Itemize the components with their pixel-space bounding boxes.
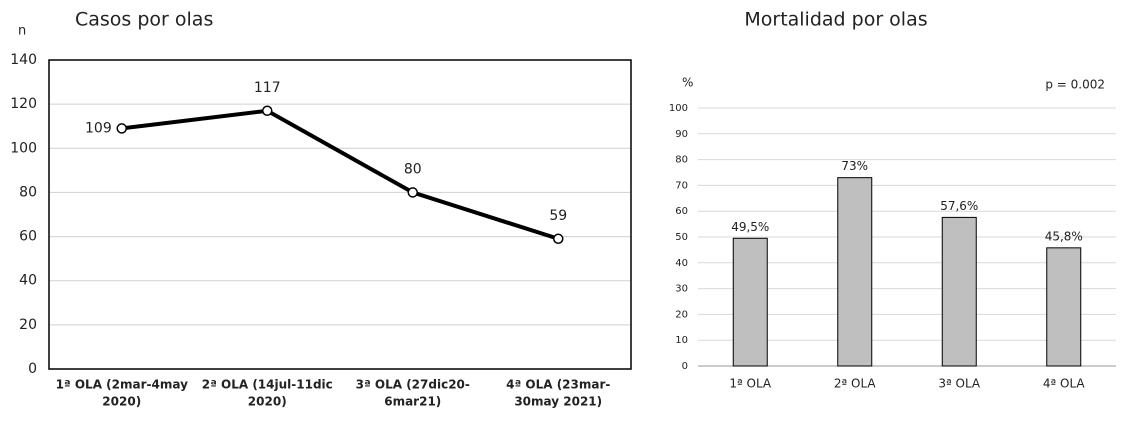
bar xyxy=(941,216,977,367)
x-tick-label: 6mar21) xyxy=(384,395,441,409)
y-tick-label: 0 xyxy=(682,361,688,372)
y-tick-label: 10 xyxy=(675,335,688,346)
bar xyxy=(732,237,768,367)
data-label: 109 xyxy=(85,120,112,136)
y-tick-label: 80 xyxy=(19,184,37,200)
data-label: 73% xyxy=(841,159,868,173)
x-tick-label: 30may 2021) xyxy=(514,395,602,409)
y-tick-label: 60 xyxy=(675,206,688,217)
x-tick-label: 2020) xyxy=(102,395,141,409)
data-label: 57,6% xyxy=(940,199,978,213)
y-tick-label: 60 xyxy=(19,229,37,245)
y-tick-label: 50 xyxy=(675,232,688,243)
x-tick-label: 1ª OLA (2mar-4may xyxy=(56,378,189,392)
bar xyxy=(1046,247,1082,367)
plot-border xyxy=(48,59,632,370)
y-tick-label: 100 xyxy=(10,140,37,156)
x-tick-label: 2020) xyxy=(248,395,287,409)
marker xyxy=(262,105,273,117)
y-tick-label: 40 xyxy=(19,273,37,289)
annotation: p = 0.002 xyxy=(1045,78,1105,92)
x-tick-label: 3ª OLA (27dic20- xyxy=(356,378,470,392)
y-tick-label: 140 xyxy=(10,52,37,68)
x-tick-label: 2ª OLA xyxy=(834,377,877,391)
data-label: 80 xyxy=(404,161,422,177)
data-label: 49,5% xyxy=(731,220,769,234)
y-tick-label: 120 xyxy=(10,96,37,112)
y-tick-label: 30 xyxy=(675,284,688,295)
x-tick-label: 2ª OLA (14jul-11dic xyxy=(202,378,333,392)
marker xyxy=(553,233,564,245)
data-label: 59 xyxy=(549,208,567,224)
x-tick-label: 1ª OLA xyxy=(729,377,772,391)
marker xyxy=(116,123,127,134)
chart-title: Mortalidad por olas xyxy=(744,9,927,31)
x-tick-label: 3ª OLA xyxy=(938,377,981,391)
line xyxy=(121,108,559,241)
y-tick-label: 70 xyxy=(675,180,688,191)
y-tick-label: 100 xyxy=(669,103,688,114)
y-tick-label: 20 xyxy=(19,317,37,333)
y-tick-label: 0 xyxy=(28,361,37,377)
marker xyxy=(407,187,418,198)
y-axis-label: n xyxy=(18,24,26,39)
y-tick-label: 90 xyxy=(675,129,688,140)
chart-title: Casos por olas xyxy=(75,9,213,31)
data-label: 45,8% xyxy=(1045,229,1083,243)
x-tick-label: 4ª OLA xyxy=(1043,377,1086,391)
bar xyxy=(837,177,873,367)
y-tick-label: 20 xyxy=(675,309,688,320)
y-axis-label: % xyxy=(682,76,693,90)
data-label: 117 xyxy=(254,80,281,96)
y-tick-label: 80 xyxy=(675,155,688,166)
y-tick-label: 40 xyxy=(675,258,688,269)
x-tick-label: 4ª OLA (23mar- xyxy=(506,378,610,392)
